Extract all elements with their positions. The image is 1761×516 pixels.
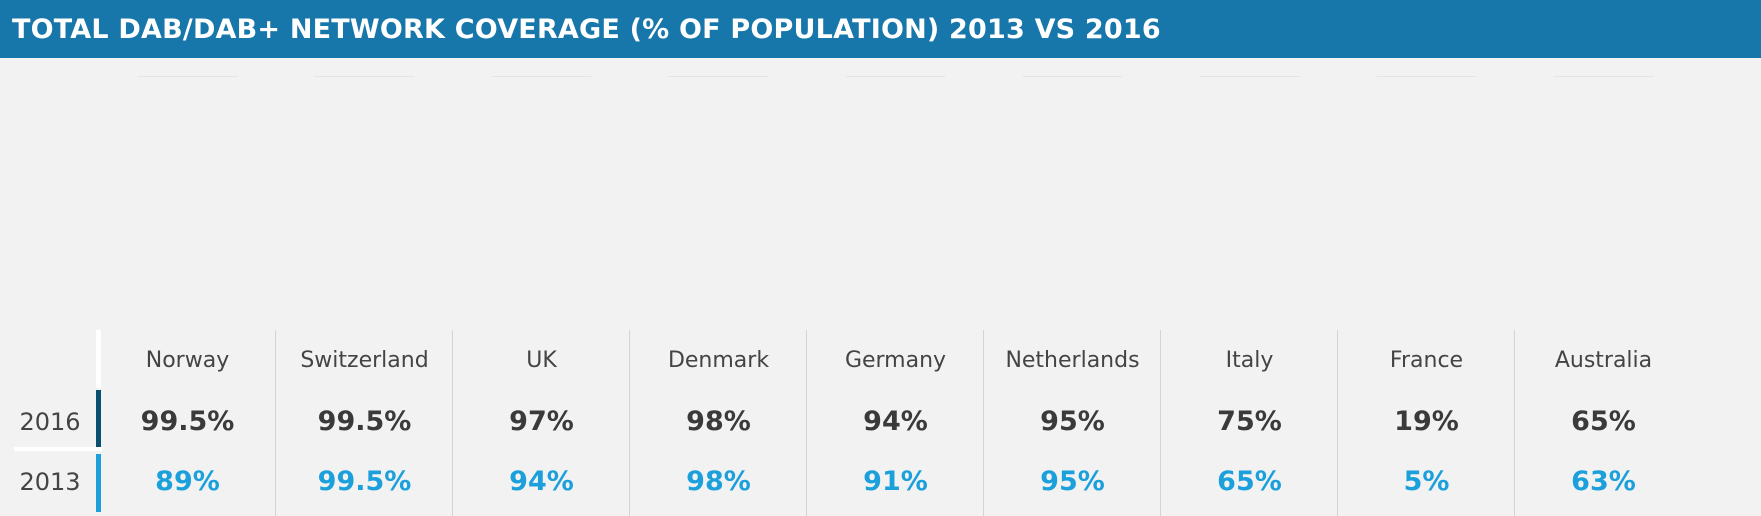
figure-top-rule bbox=[1376, 76, 1477, 77]
no-coverage-area bbox=[497, 80, 586, 320]
row-header-divider bbox=[96, 330, 101, 388]
value-2016-italy: 75% bbox=[1217, 406, 1282, 437]
person-figure-france bbox=[1382, 80, 1471, 320]
value-2016-netherlands: 95% bbox=[1040, 406, 1105, 437]
column-divider bbox=[1160, 330, 1161, 516]
coverage-2013-fill-germany bbox=[851, 101, 896, 320]
figure-top-rule bbox=[845, 76, 946, 77]
title-bar: TOTAL DAB/DAB+ NETWORK COVERAGE (% OF PO… bbox=[0, 0, 1761, 58]
coverage-2016-fill-france bbox=[1426, 274, 1471, 320]
figure-top-rule bbox=[491, 76, 592, 77]
no-coverage-area bbox=[143, 80, 232, 320]
value-2013-france: 5% bbox=[1403, 466, 1450, 497]
value-2016-australia: 65% bbox=[1571, 406, 1636, 437]
value-2016-germany: 94% bbox=[863, 406, 928, 437]
row-label-2016: 2016 bbox=[19, 408, 81, 436]
country-label-netherlands: Netherlands bbox=[1005, 348, 1140, 373]
row-marker-2016 bbox=[96, 390, 101, 448]
column-divider bbox=[452, 330, 453, 516]
country-label-denmark: Denmark bbox=[667, 348, 770, 373]
coverage-2016-fill-uk bbox=[541, 87, 586, 320]
value-2016-uk: 97% bbox=[509, 406, 574, 437]
no-coverage-area bbox=[674, 80, 763, 320]
value-2016-denmark: 98% bbox=[686, 406, 751, 437]
coverage-2013-fill-france bbox=[1382, 308, 1427, 320]
value-2013-germany: 91% bbox=[863, 466, 928, 497]
value-2013-uk: 94% bbox=[509, 466, 574, 497]
coverage-2016-fill-denmark bbox=[718, 84, 763, 320]
value-2013-denmark: 98% bbox=[686, 466, 751, 497]
coverage-2016-fill-norway bbox=[187, 81, 232, 320]
figure-top-rule bbox=[668, 76, 769, 77]
value-2013-australia: 63% bbox=[1571, 466, 1636, 497]
no-coverage-area bbox=[1028, 80, 1117, 320]
person-figure-switzerland bbox=[320, 80, 409, 320]
country-label-norway: Norway bbox=[145, 348, 230, 373]
row-marker-2013 bbox=[96, 454, 101, 512]
figure-top-rule bbox=[1022, 76, 1123, 77]
country-label-australia: Australia bbox=[1554, 348, 1653, 373]
value-2013-italy: 65% bbox=[1217, 466, 1282, 497]
column-divider bbox=[629, 330, 630, 516]
coverage-2016-fill-germany bbox=[895, 94, 940, 320]
person-figure-netherlands bbox=[1028, 80, 1117, 320]
coverage-2016-fill-australia bbox=[1603, 164, 1648, 320]
value-2016-france: 19% bbox=[1394, 406, 1459, 437]
no-coverage-area bbox=[320, 80, 409, 320]
coverage-2013-fill-norway bbox=[143, 106, 188, 320]
no-coverage-area bbox=[1382, 80, 1471, 320]
column-divider bbox=[806, 330, 807, 516]
value-2013-norway: 89% bbox=[155, 466, 220, 497]
column-divider bbox=[1514, 330, 1515, 516]
person-figure-denmark bbox=[674, 80, 763, 320]
column-divider bbox=[1337, 330, 1338, 516]
coverage-2013-fill-denmark bbox=[674, 84, 719, 320]
coverage-2013-fill-switzerland bbox=[320, 81, 365, 320]
person-figure-germany bbox=[851, 80, 940, 320]
figure-top-rule bbox=[1553, 76, 1654, 77]
column-divider bbox=[983, 330, 984, 516]
country-label-germany: Germany bbox=[844, 348, 947, 373]
country-label-france: France bbox=[1389, 348, 1464, 373]
coverage-2016-fill-italy bbox=[1249, 140, 1294, 320]
country-label-uk: UK bbox=[526, 348, 557, 373]
column-divider bbox=[275, 330, 276, 516]
coverage-2013-fill-australia bbox=[1559, 168, 1604, 320]
person-figure-norway bbox=[143, 80, 232, 320]
coverage-2013-fill-italy bbox=[1205, 164, 1250, 320]
figure-top-rule bbox=[137, 76, 238, 77]
value-2013-switzerland: 99.5% bbox=[317, 466, 412, 497]
person-figure-uk bbox=[497, 80, 586, 320]
row-separator bbox=[14, 447, 102, 451]
figure-top-rule bbox=[1199, 76, 1300, 77]
no-coverage-area bbox=[1205, 80, 1294, 320]
value-2016-norway: 99.5% bbox=[140, 406, 235, 437]
coverage-2013-fill-netherlands bbox=[1028, 92, 1073, 320]
coverage-2013-fill-uk bbox=[497, 94, 542, 320]
value-2016-switzerland: 99.5% bbox=[317, 406, 412, 437]
person-figure-italy bbox=[1205, 80, 1294, 320]
person-figure-australia bbox=[1559, 80, 1648, 320]
chart-title: TOTAL DAB/DAB+ NETWORK COVERAGE (% OF PO… bbox=[12, 13, 1161, 45]
coverage-2016-fill-netherlands bbox=[1072, 92, 1117, 320]
no-coverage-area bbox=[851, 80, 940, 320]
value-2013-netherlands: 95% bbox=[1040, 466, 1105, 497]
no-coverage-area bbox=[1559, 80, 1648, 320]
coverage-2016-fill-switzerland bbox=[364, 81, 409, 320]
figure-top-rule bbox=[314, 76, 415, 77]
row-label-2013: 2013 bbox=[19, 468, 81, 496]
country-label-switzerland: Switzerland bbox=[300, 348, 429, 373]
country-label-italy: Italy bbox=[1225, 348, 1274, 373]
